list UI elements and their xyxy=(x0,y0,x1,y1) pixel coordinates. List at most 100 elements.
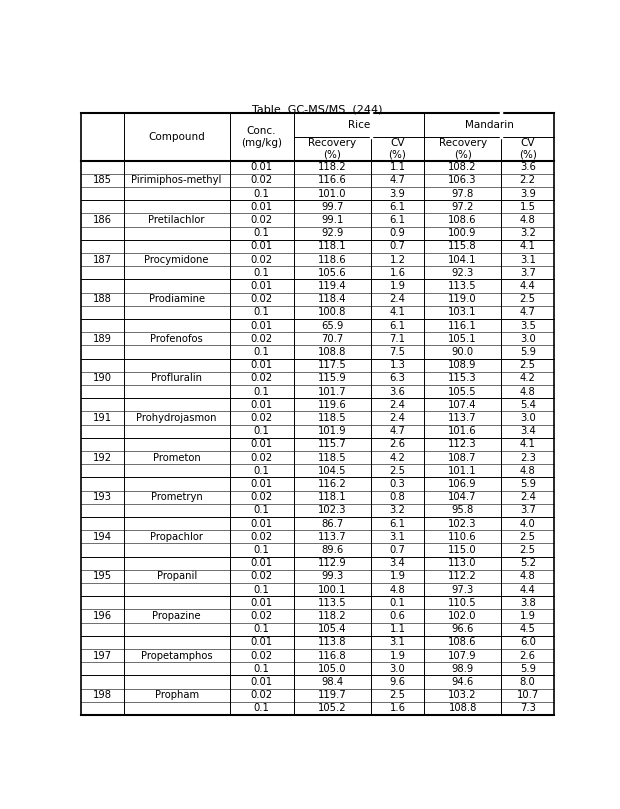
Text: 3.7: 3.7 xyxy=(520,506,536,515)
Text: 6.0: 6.0 xyxy=(520,637,536,647)
Text: 119.4: 119.4 xyxy=(318,281,347,291)
Text: 1.9: 1.9 xyxy=(389,571,405,582)
Text: 194: 194 xyxy=(93,532,112,542)
Text: 2.5: 2.5 xyxy=(520,360,536,371)
Text: 115.0: 115.0 xyxy=(448,545,477,555)
Text: 104.7: 104.7 xyxy=(448,492,477,502)
Text: 3.9: 3.9 xyxy=(389,188,405,199)
Text: 2.5: 2.5 xyxy=(520,545,536,555)
Text: 108.9: 108.9 xyxy=(448,360,477,371)
Text: 103.1: 103.1 xyxy=(448,307,477,317)
Text: 4.4: 4.4 xyxy=(520,281,536,291)
Text: Table  GC-MS/MS  (244): Table GC-MS/MS (244) xyxy=(252,104,383,115)
Text: Profluralin: Profluralin xyxy=(151,374,202,383)
Text: Profenofos: Profenofos xyxy=(150,334,203,344)
Text: 190: 190 xyxy=(93,374,112,383)
Text: 113.5: 113.5 xyxy=(448,281,477,291)
Text: 1.5: 1.5 xyxy=(520,201,536,212)
Text: 2.4: 2.4 xyxy=(389,294,405,304)
Text: 6.3: 6.3 xyxy=(389,374,405,383)
Text: 4.8: 4.8 xyxy=(389,585,405,595)
Text: Prometon: Prometon xyxy=(153,452,200,463)
Text: 108.7: 108.7 xyxy=(448,452,477,463)
Text: Prometryn: Prometryn xyxy=(151,492,203,502)
Text: 118.5: 118.5 xyxy=(318,452,347,463)
Text: 4.8: 4.8 xyxy=(520,387,536,396)
Text: 0.1: 0.1 xyxy=(389,598,405,608)
Text: 105.1: 105.1 xyxy=(448,334,477,344)
Text: 0.6: 0.6 xyxy=(389,611,405,621)
Text: 115.9: 115.9 xyxy=(318,374,347,383)
Text: 9.6: 9.6 xyxy=(389,677,405,687)
Text: 191: 191 xyxy=(93,413,112,423)
Text: 1.6: 1.6 xyxy=(389,704,405,714)
Text: Procymidone: Procymidone xyxy=(144,255,209,265)
Text: 0.01: 0.01 xyxy=(250,558,273,568)
Text: 97.3: 97.3 xyxy=(451,585,474,595)
Text: 3.8: 3.8 xyxy=(520,598,536,608)
Text: 101.0: 101.0 xyxy=(318,188,347,199)
Text: 106.9: 106.9 xyxy=(448,479,477,489)
Text: 105.5: 105.5 xyxy=(448,387,477,396)
Text: 2.5: 2.5 xyxy=(520,294,536,304)
Text: 112.2: 112.2 xyxy=(448,571,477,582)
Text: 96.6: 96.6 xyxy=(451,625,474,634)
Text: Pirimiphos-methyl: Pirimiphos-methyl xyxy=(131,176,222,185)
Text: 0.02: 0.02 xyxy=(250,452,273,463)
Text: 113.5: 113.5 xyxy=(318,598,347,608)
Text: 90.0: 90.0 xyxy=(451,347,474,357)
Text: 4.1: 4.1 xyxy=(389,307,405,317)
Text: 117.5: 117.5 xyxy=(318,360,347,371)
Text: 6.1: 6.1 xyxy=(389,201,405,212)
Text: 118.5: 118.5 xyxy=(318,413,347,423)
Text: 0.01: 0.01 xyxy=(250,439,273,450)
Text: 0.01: 0.01 xyxy=(250,163,273,172)
Text: 0.7: 0.7 xyxy=(389,545,405,555)
Text: 1.9: 1.9 xyxy=(389,281,405,291)
Text: 113.8: 113.8 xyxy=(318,637,347,647)
Text: 105.2: 105.2 xyxy=(318,704,347,714)
Text: 0.02: 0.02 xyxy=(250,176,273,185)
Text: Propazine: Propazine xyxy=(153,611,201,621)
Text: Recovery
(%): Recovery (%) xyxy=(308,138,356,159)
Text: 0.02: 0.02 xyxy=(250,334,273,344)
Text: 7.1: 7.1 xyxy=(389,334,405,344)
Text: 3.0: 3.0 xyxy=(520,413,536,423)
Text: 0.1: 0.1 xyxy=(254,506,270,515)
Text: 0.1: 0.1 xyxy=(254,625,270,634)
Text: 110.6: 110.6 xyxy=(448,532,477,542)
Text: 1.2: 1.2 xyxy=(389,255,405,265)
Text: 192: 192 xyxy=(93,452,112,463)
Text: 0.3: 0.3 xyxy=(389,479,405,489)
Text: 98.9: 98.9 xyxy=(451,664,474,674)
Text: 107.9: 107.9 xyxy=(448,650,477,661)
Text: Conc.
(mg/kg): Conc. (mg/kg) xyxy=(241,126,282,148)
Text: 0.1: 0.1 xyxy=(254,585,270,595)
Text: 102.3: 102.3 xyxy=(448,519,477,528)
Text: 102.3: 102.3 xyxy=(318,506,347,515)
Text: 3.7: 3.7 xyxy=(520,268,536,277)
Text: 116.1: 116.1 xyxy=(448,320,477,331)
Text: 110.5: 110.5 xyxy=(448,598,477,608)
Text: 98.4: 98.4 xyxy=(321,677,343,687)
Text: 4.2: 4.2 xyxy=(520,374,536,383)
Text: 115.3: 115.3 xyxy=(448,374,477,383)
Text: 3.6: 3.6 xyxy=(520,163,536,172)
Text: 113.7: 113.7 xyxy=(318,532,347,542)
Text: 0.1: 0.1 xyxy=(254,545,270,555)
Text: 1.1: 1.1 xyxy=(389,163,405,172)
Text: 108.6: 108.6 xyxy=(448,637,477,647)
Text: 119.6: 119.6 xyxy=(318,400,347,410)
Text: 0.01: 0.01 xyxy=(250,241,273,252)
Text: 2.6: 2.6 xyxy=(520,650,536,661)
Text: 89.6: 89.6 xyxy=(321,545,343,555)
Text: 2.6: 2.6 xyxy=(389,439,405,450)
Text: 118.1: 118.1 xyxy=(318,241,347,252)
Text: 0.1: 0.1 xyxy=(254,228,270,238)
Text: 92.3: 92.3 xyxy=(451,268,474,277)
Text: 116.6: 116.6 xyxy=(318,176,347,185)
Text: 2.5: 2.5 xyxy=(389,466,405,476)
Text: Recovery
(%): Recovery (%) xyxy=(438,138,487,159)
Text: 3.9: 3.9 xyxy=(520,188,536,199)
Text: 99.7: 99.7 xyxy=(321,201,343,212)
